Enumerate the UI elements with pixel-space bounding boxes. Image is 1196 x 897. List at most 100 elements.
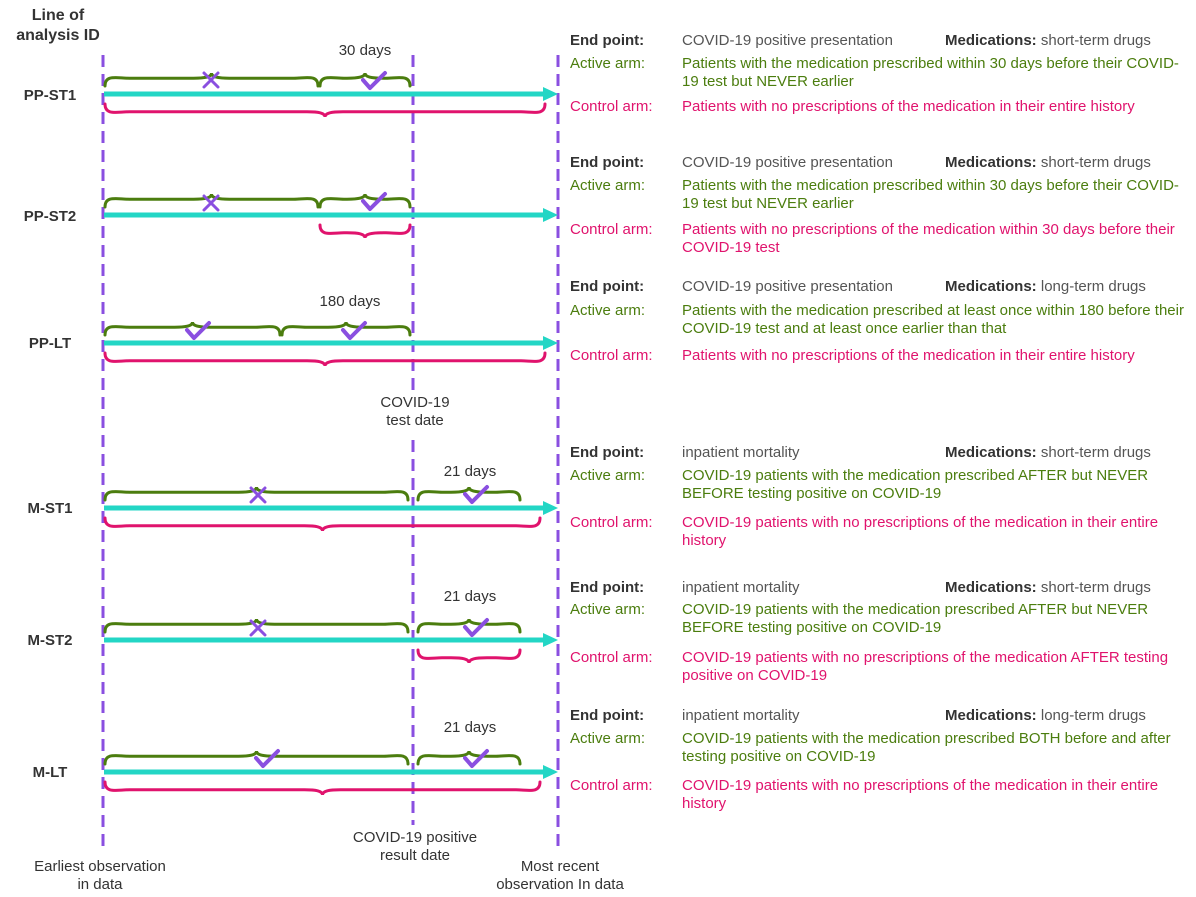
end-point-value: COVID-19 positive presentation [682,32,893,49]
medications: Medications: short-term drugs [945,154,1151,172]
medications: Medications: long-term drugs [945,707,1146,725]
active-brace [103,618,410,634]
control-arm-value: COVID-19 patients with no prescriptions … [682,649,1169,684]
end-point-value: inpatient mortality [682,444,800,461]
end-point-value: inpatient mortality [682,707,800,724]
active-arm-label: Active arm: [570,601,646,618]
active-arm-label: Active arm: [570,177,646,194]
control-brace [103,516,542,532]
medications-value: long-term drugs [1040,707,1146,724]
earliest-line2: in data [77,876,123,893]
end-point-label: End point: [570,707,645,724]
window-label: 21 days [443,463,497,480]
medications-value: short-term drugs [1040,579,1151,596]
medications-value: short-term drugs [1040,32,1151,49]
window-label: 180 days [319,293,381,310]
control-brace [103,780,542,796]
end-point-value: COVID-19 positive presentation [682,278,893,295]
timeline-arrow-head [543,765,558,779]
timeline-arrow-head [543,87,558,101]
control-arm-value: COVID-19 patients with no prescriptions … [682,777,1159,812]
end-point-label: End point: [570,278,645,295]
column-header: Line of analysis ID [0,6,116,46]
check-icon [463,749,489,768]
active-brace [416,618,522,634]
medications: Medications: short-term drugs [945,579,1151,597]
control-arm-label: Control arm: [570,514,653,531]
active-arm-value: COVID-19 patients with the medication pr… [682,730,1171,765]
check-icon [361,71,387,90]
analysis-info-pp-lt: End point: COVID-19 positive presentatio… [570,278,1192,368]
cross-icon [202,71,220,89]
analysis-id: PP-ST2 [23,208,77,225]
active-arm-label: Active arm: [570,302,646,319]
control-arm-label: Control arm: [570,98,653,115]
medications-label: Medications: [945,32,1037,49]
cross-icon [202,194,220,212]
check-icon [341,321,367,340]
analysis-info-m-st2: End point: inpatient mortality Medicatio… [570,579,1192,689]
recent-line1: Most recent [520,858,600,875]
medications-label: Medications: [945,444,1037,461]
end-point-value: inpatient mortality [682,579,800,596]
medications: Medications: short-term drugs [945,32,1151,50]
analysis-id: M-ST2 [27,632,73,649]
control-brace [103,351,547,367]
active-brace [416,486,522,502]
check-icon [463,485,489,504]
active-arm-value: COVID-19 patients with the medication pr… [682,467,1149,502]
check-icon [463,618,489,637]
timeline-arrow-head [543,633,558,647]
active-arm-value: Patients with the medication prescribed … [682,302,1184,337]
active-arm-value: COVID-19 patients with the medication pr… [682,601,1149,636]
active-brace [280,321,412,337]
earliest-observation-label: Earliest observation in data [10,858,190,894]
control-arm-value: COVID-19 patients with no prescriptions … [682,514,1159,549]
medications: Medications: long-term drugs [945,278,1146,296]
control-brace [416,648,522,664]
most-recent-observation-label: Most recent observation In data [480,858,640,894]
control-brace [103,102,547,118]
earliest-line1: Earliest observation [34,858,166,875]
control-arm-value: Patients with no prescriptions of the me… [682,347,1135,364]
covid-positive-result-label: COVID-19 positive result date [335,829,495,865]
covid-result-line2: result date [379,847,451,864]
analysis-info-m-st1: End point: inpatient mortality Medicatio… [570,444,1192,559]
active-arm-value: Patients with the medication prescribed … [682,55,1179,90]
covid-test-date-line2: test date [386,412,444,429]
control-arm-value: Patients with no prescriptions of the me… [682,98,1135,115]
check-icon [361,192,387,211]
window-label: 21 days [443,719,497,736]
active-brace [103,486,410,502]
timeline-arrow-head [543,208,558,222]
control-arm-label: Control arm: [570,347,653,364]
active-brace [318,72,412,88]
medications-label: Medications: [945,278,1037,295]
covid-test-date-line1: COVID-19 [380,394,450,411]
active-brace [416,750,522,766]
end-point-label: End point: [570,32,645,49]
control-arm-label: Control arm: [570,221,653,238]
medications-label: Medications: [945,154,1037,171]
medications-label: Medications: [945,707,1037,724]
end-point-label: End point: [570,154,645,171]
analysis-id: PP-LT [28,335,72,352]
timeline-arrow-head [543,336,558,350]
end-point-label: End point: [570,579,645,596]
column-header-line2: analysis ID [16,27,100,44]
cross-icon [249,619,267,637]
analysis-info-m-lt: End point: inpatient mortality Medicatio… [570,707,1192,822]
analysis-id: M-LT [32,764,68,781]
check-icon [185,321,211,340]
active-arm-value: Patients with the medication prescribed … [682,177,1179,212]
window-label: 21 days [443,588,497,605]
column-header-line1: Line of [31,7,85,24]
active-brace [103,750,410,766]
medications-label: Medications: [945,579,1037,596]
active-brace [318,193,412,209]
active-arm-label: Active arm: [570,467,646,484]
control-arm-label: Control arm: [570,777,653,794]
window-label: 30 days [338,42,392,59]
control-arm-value: Patients with no prescriptions of the me… [682,221,1175,256]
